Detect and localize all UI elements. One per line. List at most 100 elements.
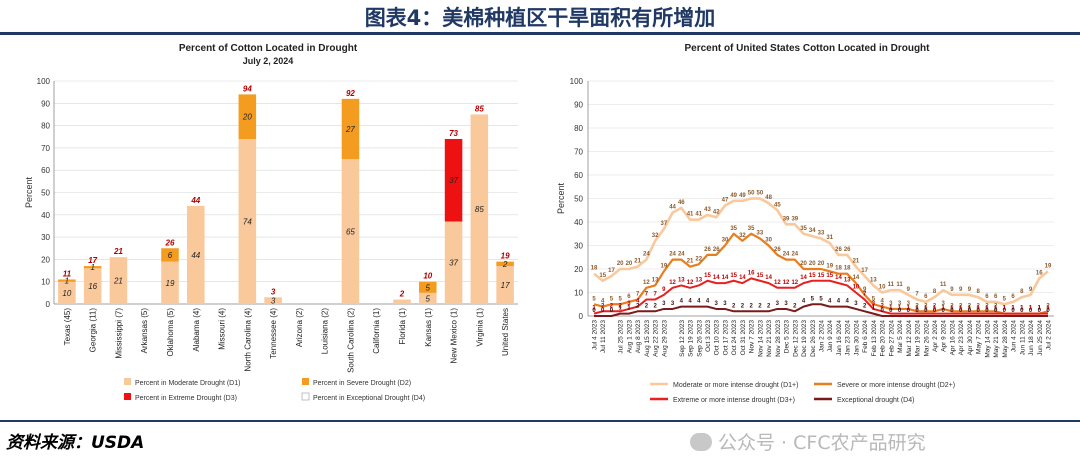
data-label: 24 — [643, 252, 650, 258]
legend-label: Percent in Severe Drought (D2) — [313, 380, 411, 387]
data-label: 47 — [722, 198, 729, 204]
bar-segment-label: 21 — [113, 277, 123, 286]
x-tick-label: Sep 26 2023 — [696, 320, 703, 357]
bar-total-label: 92 — [346, 89, 355, 98]
data-label: 3 — [671, 301, 675, 307]
bar-segment-label: 65 — [346, 228, 355, 237]
data-label: 35 — [730, 226, 737, 232]
data-label: 15 — [809, 273, 816, 279]
data-label: 24 — [791, 252, 798, 258]
data-label: 2 — [645, 303, 649, 309]
data-label: 5 — [592, 296, 596, 302]
data-label: 0 — [889, 308, 893, 314]
data-label: 49 — [739, 193, 746, 199]
y-tick-label: 100 — [570, 77, 584, 86]
x-tick-label: Aug 1 2023 — [626, 320, 633, 354]
data-label: 8 — [976, 289, 980, 295]
data-label: 1 — [1011, 306, 1015, 312]
data-label: 2 — [610, 303, 614, 309]
chart-subtitle: July 2, 2024 — [243, 56, 294, 66]
data-label: 6 — [994, 294, 998, 300]
x-tick-label: Jun 11 2024 — [1019, 320, 1026, 356]
data-label: 14 — [713, 275, 720, 281]
x-tick-label: Jun 18 2024 — [1028, 320, 1035, 356]
x-tick-label: Sep 12 2023 — [679, 320, 686, 357]
y-axis-label: Percent — [24, 176, 34, 208]
data-label: 3 — [662, 301, 666, 307]
data-label: 1 — [1003, 306, 1007, 312]
data-label: 2 — [950, 303, 954, 309]
y-tick-label: 90 — [574, 101, 583, 110]
data-label: 13 — [870, 277, 877, 283]
x-tick-label: Jan 2 2024 — [819, 320, 826, 353]
state-drought-chart-panel: Percent of Cotton Located in Drought July… — [4, 37, 532, 414]
data-label: 0 — [933, 308, 937, 314]
data-label: 26 — [774, 247, 781, 253]
bar-segment-label: 37 — [449, 259, 458, 268]
data-label: 2 — [933, 303, 937, 309]
data-label: 18 — [591, 266, 598, 272]
x-tick-label: United States — [501, 308, 510, 356]
data-label: 15 — [826, 273, 833, 279]
x-tick-label: Nov 14 2023 — [757, 320, 764, 357]
data-label: 17 — [861, 268, 868, 274]
data-label: 10 — [853, 285, 860, 291]
data-label: 3 — [854, 301, 858, 307]
data-label: 2 — [915, 303, 919, 309]
x-tick-label: Nov 7 2023 — [749, 320, 756, 354]
data-label: 1 — [968, 306, 972, 312]
data-label: 24 — [678, 252, 685, 258]
x-tick-label: Apr 9 2024 — [941, 320, 948, 352]
bar-total-label: 94 — [243, 84, 252, 93]
data-label: 41 — [687, 212, 694, 218]
data-label: 12 — [687, 280, 694, 286]
x-tick-label: May 21 2024 — [993, 320, 1000, 358]
data-label: 50 — [757, 191, 764, 197]
bar-segment — [444, 138, 463, 222]
data-label: 42 — [713, 209, 720, 215]
x-tick-label: Nov 28 2023 — [775, 320, 782, 357]
bar-segment — [83, 268, 102, 304]
data-label: 20 — [800, 261, 807, 267]
y-tick-label: 20 — [574, 265, 583, 274]
data-label: 3 — [627, 301, 631, 307]
bar-segment-label: 19 — [166, 279, 175, 288]
bar-segment — [419, 292, 437, 304]
x-tick-label: May 7 2024 — [976, 320, 983, 354]
data-label: 17 — [608, 268, 615, 274]
x-tick-label: Apr 30 2024 — [967, 320, 974, 356]
x-tick-label: Jan 23 2024 — [845, 320, 852, 356]
data-label: 14 — [722, 275, 729, 281]
x-tick-label: Texas (45) — [63, 308, 72, 346]
data-label: 3 — [723, 301, 727, 307]
state-drought-bar-chart: Percent of Cotton Located in Drought July… — [24, 43, 518, 402]
bar-segment-label: 85 — [475, 205, 484, 214]
source-note: 资料来源：USDA — [6, 433, 145, 453]
data-label: 18 — [835, 266, 842, 272]
x-tick-label: Jan 30 2024 — [853, 320, 860, 356]
data-label: 1 — [1003, 306, 1007, 312]
x-tick-label: Aug 22 2023 — [653, 320, 660, 357]
data-label: 16 — [748, 270, 755, 276]
x-tick-label: North Carolina (4) — [243, 308, 252, 372]
data-label: 50 — [748, 191, 755, 197]
data-label: 0 — [880, 308, 884, 314]
series-line — [594, 303, 1048, 317]
data-label: 3 — [898, 301, 902, 307]
x-tick-label: Oct 10 2023 — [714, 320, 721, 356]
x-tick-label: Jul 4 2023 — [592, 320, 599, 350]
data-label: 1 — [1029, 306, 1033, 312]
data-label: 19 — [661, 263, 668, 269]
data-label: 12 — [783, 280, 790, 286]
x-tick-label: Alabama (4) — [192, 308, 201, 352]
data-label: 21 — [687, 259, 694, 265]
bar-segment — [58, 279, 76, 282]
data-label: 9 — [959, 287, 963, 293]
data-label: 15 — [704, 273, 711, 279]
data-label: 9 — [907, 287, 911, 293]
data-label: 9 — [662, 287, 666, 293]
bar-segment-label: 1 — [65, 277, 69, 286]
us-drought-chart-panel: Percent of United States Cotton Located … — [542, 37, 1072, 414]
top-rule — [0, 32, 1080, 35]
data-label: 30 — [765, 238, 772, 244]
